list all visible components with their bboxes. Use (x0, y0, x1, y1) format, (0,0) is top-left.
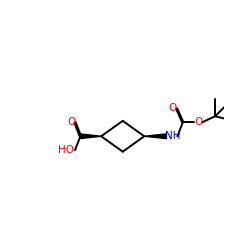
Text: NH: NH (165, 131, 180, 141)
Text: HO: HO (58, 145, 74, 155)
Text: O: O (67, 117, 75, 127)
Polygon shape (144, 134, 166, 138)
Polygon shape (80, 134, 101, 138)
Text: O: O (194, 118, 202, 128)
Text: O: O (169, 103, 177, 113)
